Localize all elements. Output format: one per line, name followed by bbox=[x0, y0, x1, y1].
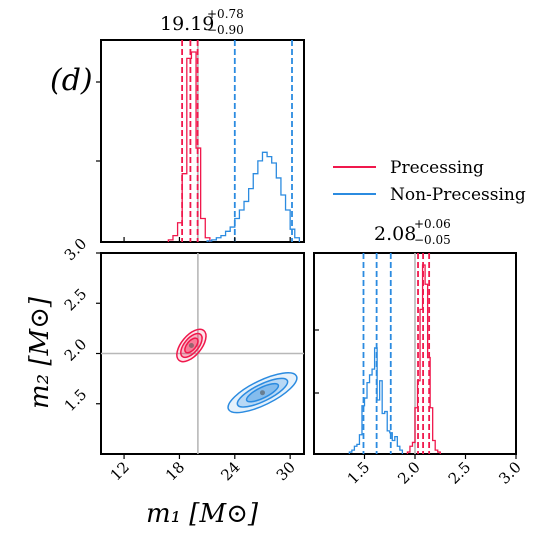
xlabel-text: m₁ [M⊙] bbox=[146, 499, 259, 529]
contour-ytick-label-3: 3.0 bbox=[61, 235, 91, 265]
panel-label: (d) bbox=[50, 63, 93, 98]
m2-title: 2.08 +0.06 −0.05 bbox=[374, 217, 451, 247]
contour-ytick-label-1: 2.0 bbox=[61, 335, 91, 365]
m1-title-sup: +0.78 bbox=[207, 7, 244, 21]
contour-ytick-label-0: 1.5 bbox=[61, 385, 91, 415]
legend-label-non-precessing: Non-Precessing bbox=[390, 185, 526, 205]
m1-histogram-panel: (d) 19.19 +0.78 −0.90 bbox=[50, 7, 305, 243]
xlabel: m₁ [M⊙] bbox=[146, 499, 259, 529]
ylabel-text: m₂ [M⊙] bbox=[25, 296, 55, 409]
m1-m2-contour-panel: 12 18 24 30 1.5 2.0 2.5 3.0 m₁ [M⊙] m₂ [M⊙] bbox=[25, 235, 305, 529]
m2-hist-xtick-label-3: 3.0 bbox=[495, 458, 525, 488]
m2-hist-xtick-label-1: 2.0 bbox=[394, 458, 424, 488]
legend: Precessing Non-Precessing bbox=[333, 158, 526, 205]
m2-hist-xtick-label-0: 1.5 bbox=[344, 458, 374, 488]
ylabel: m₂ [M⊙] bbox=[25, 296, 55, 409]
m2-histogram-marks bbox=[348, 253, 441, 454]
contour-xtick-label-3: 30 bbox=[273, 458, 299, 484]
contour-xtick-label-1: 18 bbox=[162, 458, 188, 484]
m1-histogram-marks bbox=[167, 40, 301, 242]
m2-histogram-panel: 1.5 2.0 2.5 3.0 2.08 +0.06 −0.05 bbox=[313, 217, 525, 488]
m1-title-main: 19.19 bbox=[160, 13, 214, 35]
m2-title-main: 2.08 bbox=[374, 223, 416, 245]
contour-ytick-label-2: 2.5 bbox=[61, 285, 91, 315]
contour-non-precessing-peak bbox=[259, 390, 265, 396]
contour-xtick-label-2: 24 bbox=[217, 458, 243, 484]
m2-hist-xtick-label-2: 2.5 bbox=[445, 458, 475, 488]
contour-marks bbox=[101, 253, 304, 454]
m1-histogram-ticks bbox=[96, 81, 291, 242]
m1-histogram-frame bbox=[100, 39, 305, 243]
m1-hist-precessing bbox=[167, 51, 211, 242]
contour-xtick-label-0: 12 bbox=[107, 458, 133, 484]
m1-hist-non-precessing bbox=[206, 151, 301, 242]
contour-precessing-peak bbox=[188, 342, 194, 348]
m1-title-sub: −0.90 bbox=[207, 23, 244, 37]
m2-title-sup: +0.06 bbox=[414, 217, 451, 231]
m2-title-sub: −0.05 bbox=[414, 233, 451, 247]
m1-title: 19.19 +0.78 −0.90 bbox=[160, 7, 244, 37]
legend-label-precessing: Precessing bbox=[390, 158, 484, 178]
